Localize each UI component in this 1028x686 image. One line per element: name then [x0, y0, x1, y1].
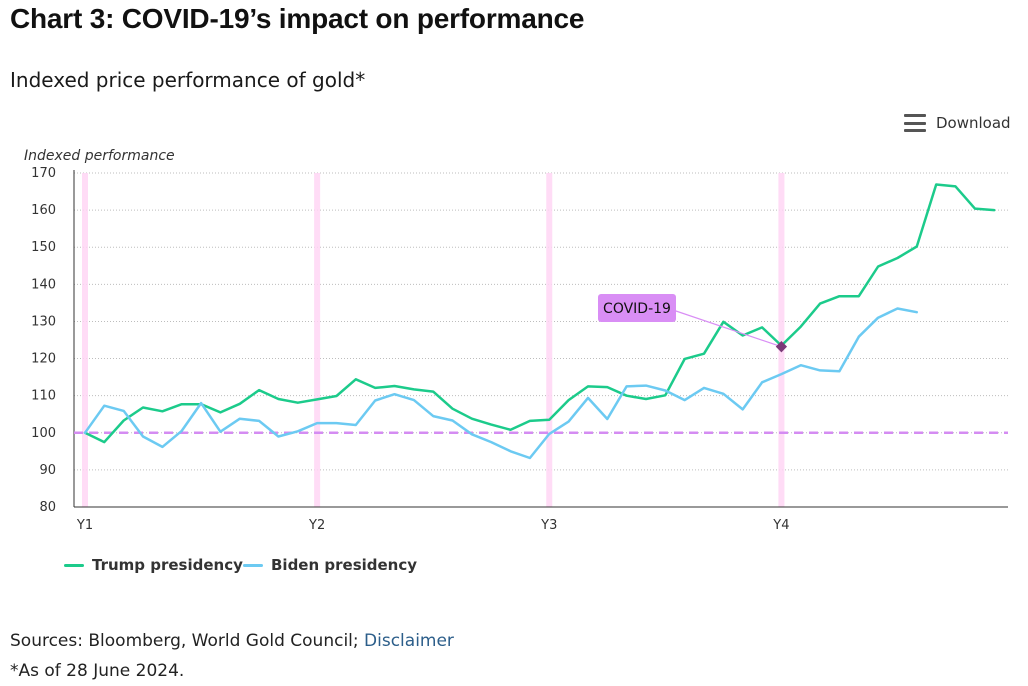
- series-layer: [83, 183, 996, 460]
- legend-label-biden: Biden presidency: [271, 556, 418, 574]
- sources-line: Sources: Bloomberg, World Gold Council; …: [10, 626, 454, 656]
- footer: Sources: Bloomberg, World Gold Council; …: [10, 626, 454, 686]
- disclaimer-link[interactable]: Disclaimer: [364, 631, 454, 651]
- series-line-1: [83, 307, 919, 460]
- x-tick-label: Y1: [76, 518, 93, 533]
- annotation-connector: [672, 309, 782, 348]
- year-markers: [82, 173, 785, 507]
- sources-text: Sources: Bloomberg, World Gold Council;: [10, 631, 365, 651]
- x-tick-label: Y4: [772, 518, 789, 533]
- annotation-box: [598, 294, 676, 322]
- y-tick-label: 170: [31, 166, 56, 181]
- year-marker-band: [314, 173, 321, 507]
- y-tick-label: 90: [39, 463, 56, 478]
- download-label: Download: [936, 114, 1011, 132]
- year-marker-band: [546, 173, 553, 507]
- legend-label-trump: Trump presidency: [92, 556, 243, 574]
- y-tick-label: 100: [31, 426, 56, 441]
- download-button[interactable]: Download: [904, 114, 1011, 132]
- y-tick-label: 110: [31, 389, 56, 404]
- annotation-layer: COVID-19: [598, 294, 788, 353]
- legend-item-biden[interactable]: Biden presidency: [243, 556, 417, 574]
- y-tick-label: 130: [31, 314, 56, 329]
- menu-icon: [904, 114, 926, 132]
- annotation-point: [775, 341, 788, 353]
- series-line-0: [83, 183, 996, 444]
- y-tick-label: 120: [31, 352, 56, 367]
- y-tick-label: 80: [39, 500, 56, 515]
- year-marker-band: [778, 173, 785, 507]
- annotation-label: COVID-19: [603, 301, 671, 317]
- y-tick-label: 140: [31, 277, 56, 292]
- legend-swatch-trump: [64, 563, 84, 567]
- y-axis-label: Indexed performance: [24, 148, 175, 164]
- year-marker-band: [82, 173, 88, 507]
- x-tick-label: Y3: [540, 518, 557, 533]
- x-tick-label: Y2: [308, 518, 325, 533]
- legend-item-trump[interactable]: Trump presidency: [64, 556, 243, 574]
- chart-axes: 80 90 100 110 120 130 140 150 160 170 Y1 Y2 Y3 Y4: [31, 166, 1008, 533]
- legend-swatch-biden: [243, 563, 263, 567]
- line-chart: 80 90 100 110 120 130 140 150 160 170 Y1 Y2 Y3 Y4 COV…: [24, 148, 1008, 533]
- y-tick-label: 150: [31, 240, 56, 255]
- footnote: *As of 28 June 2024.: [10, 661, 185, 681]
- y-tick-label: 160: [31, 203, 56, 218]
- chart-subtitle: Indexed price performance of gold*: [10, 68, 366, 92]
- chart-title: Chart 3: COVID-19’s impact on performanc…: [10, 3, 585, 34]
- chart-grid: [74, 172, 1008, 471]
